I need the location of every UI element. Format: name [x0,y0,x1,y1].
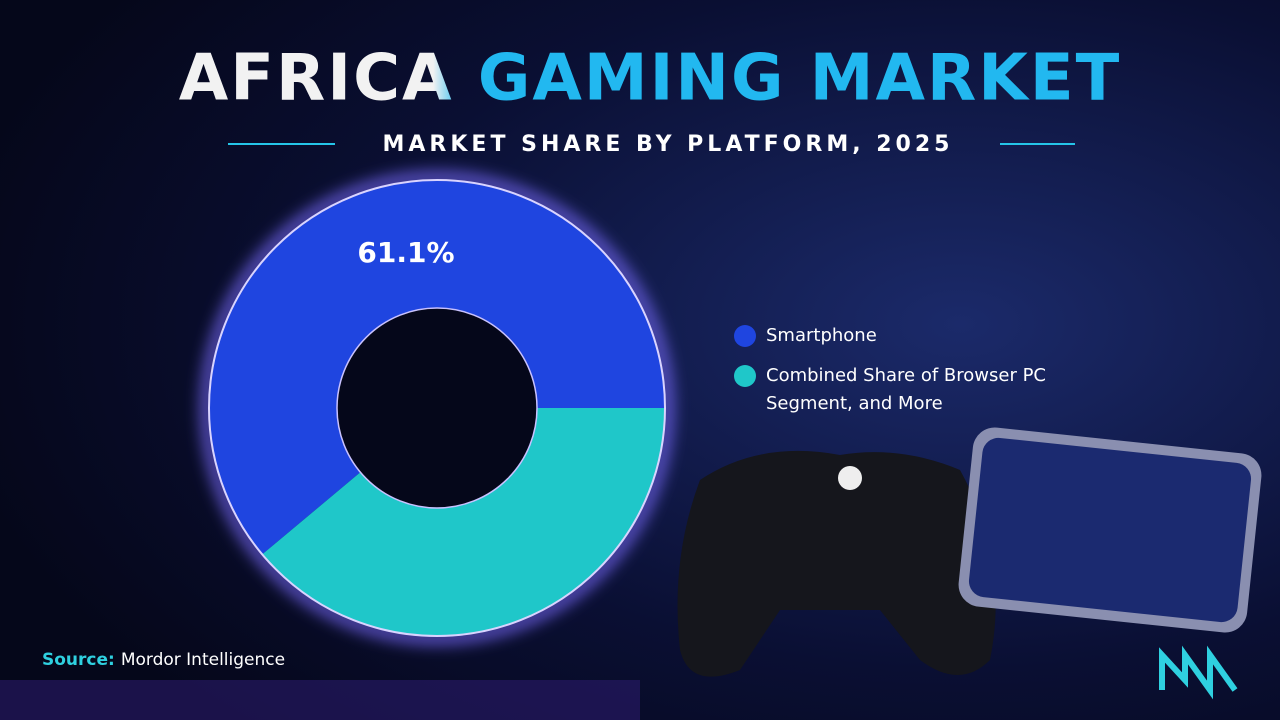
legend-swatch [734,365,756,387]
source-label: Source: [42,650,115,670]
donut: 61.1% [208,179,666,637]
legend-label: Smartphone [766,325,877,346]
source-text: Mordor Intelligence [120,650,286,670]
controller [677,450,996,677]
legend-item: Smartphone [734,322,1094,350]
phone [958,427,1262,633]
donut-segment [208,179,665,555]
decor [0,680,640,720]
donut-hole [336,307,538,509]
legend-item: Combined Share of Browser PC Segment, an… [734,362,1094,418]
legend-label: Combined Share of Browser PC Segment, an… [766,365,1046,414]
data-label: 61.1% [357,236,454,269]
source: Source: Mordor Intelligence [42,650,285,670]
donut-segment [262,408,665,636]
chart-subtitle: MARKET SHARE BY PLATFORM, 2025 [383,132,954,157]
legend-swatch [734,325,756,347]
chart-title: AFRICA GAMING MARKET [179,42,1122,116]
legend: Smartphone Combined Share of Browser PC S… [734,322,1094,430]
donut-rim [208,179,666,637]
glow [202,173,672,643]
logo [1159,645,1238,700]
